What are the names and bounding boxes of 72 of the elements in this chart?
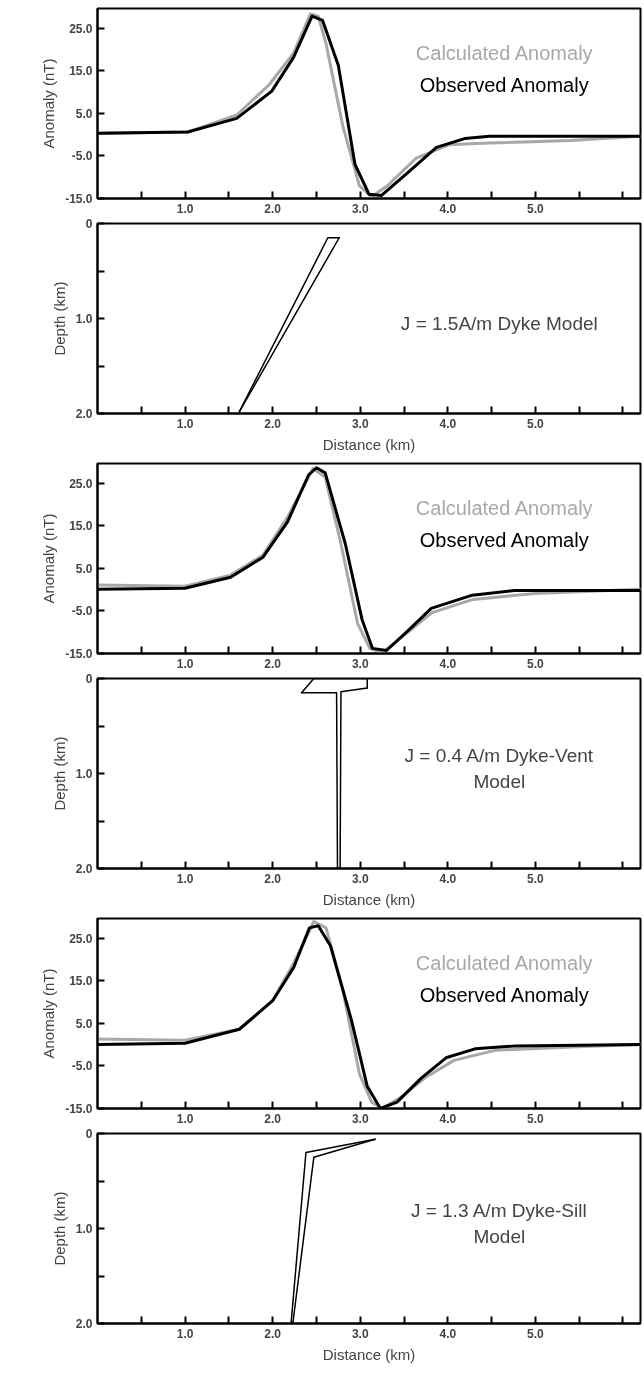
y-axis-title: Anomaly (nT) — [40, 513, 58, 604]
y-tick-label: 15.0 — [69, 974, 93, 989]
y-tick-label: -15.0 — [65, 647, 93, 661]
x-tick-label: 2.0 — [264, 656, 282, 671]
x-tick-label: 1.0 — [176, 416, 194, 431]
x-tick-label: 1.0 — [176, 201, 194, 216]
x-tick-label: 3.0 — [351, 416, 369, 431]
annotation: J = 1.3 A/m Dyke-Sill Model — [410, 1200, 587, 1247]
x-tick-label: 1.0 — [176, 871, 194, 886]
x-tick-label: 5.0 — [527, 656, 545, 671]
y-tick-label: 0 — [85, 217, 93, 231]
x-tick-label: 2.0 — [264, 1111, 282, 1126]
y-tick-label: 15.0 — [69, 519, 93, 534]
y-tick-label: 25.0 — [69, 931, 93, 946]
x-tick-label: 4.0 — [439, 1111, 457, 1126]
y-tick-label: 0 — [85, 672, 93, 686]
text: Calculated Anomaly — [415, 41, 593, 64]
x-tick-label: 5.0 — [527, 416, 545, 431]
text: Calculated Anomaly — [415, 951, 593, 974]
y-tick-label: 5.0 — [75, 561, 93, 576]
y-tick-label: 2.0 — [75, 862, 93, 876]
x-tick-label: 4.0 — [439, 1326, 457, 1341]
y-axis-title: Anomaly (nT) — [40, 58, 58, 149]
x-tick-label: 3.0 — [351, 871, 369, 886]
annotation: J = 0.4 A/m Dyke-Vent Model — [404, 745, 594, 792]
x-tick-label: 2.0 — [264, 201, 282, 216]
x-axis-title: Distance (km) — [322, 1345, 416, 1363]
y-tick-label: -15.0 — [65, 1102, 93, 1116]
x-tick-label: 5.0 — [527, 871, 545, 886]
text: Observed Anomaly — [419, 73, 589, 96]
x-axis-title: Distance (km) — [322, 890, 416, 908]
x-tick-label: 3.0 — [351, 1111, 369, 1126]
x-tick-label: 2.0 — [264, 416, 282, 431]
y-tick-label: 0 — [85, 1127, 93, 1141]
y-tick-label: 25.0 — [69, 21, 93, 36]
y-tick-label: -5.0 — [71, 149, 93, 164]
y-tick-label: 25.0 — [69, 476, 93, 491]
y-tick-label: -15.0 — [65, 192, 93, 206]
y-tick-label: 15.0 — [69, 64, 93, 79]
x-tick-label: 5.0 — [527, 201, 545, 216]
x-tick-label: 5.0 — [527, 1326, 545, 1341]
y-tick-label: 1.0 — [75, 767, 93, 781]
text: Calculated Anomaly — [415, 496, 593, 519]
x-tick-label: 1.0 — [176, 1326, 194, 1341]
series-label: Observed Anomaly — [419, 983, 589, 1006]
x-tick-label: 4.0 — [439, 416, 457, 431]
x-axis-title: Distance (km) — [322, 435, 416, 453]
y-axis-title: Anomaly (nT) — [40, 968, 58, 1059]
series-label: Observed Anomaly — [419, 528, 589, 551]
x-tick-label: 2.0 — [264, 871, 282, 886]
y-tick-label: 1.0 — [75, 1222, 93, 1236]
x-tick-label: 4.0 — [439, 656, 457, 671]
y-axis-title: Depth (km) — [50, 736, 68, 811]
x-tick-label: 1.0 — [176, 1111, 194, 1126]
x-tick-label: 1.0 — [176, 656, 194, 671]
y-tick-label: 1.0 — [75, 312, 93, 326]
x-tick-label: 3.0 — [351, 201, 369, 216]
x-tick-label: 3.0 — [351, 1326, 369, 1341]
x-tick-label: 3.0 — [351, 656, 369, 671]
y-axis-title: Depth (km) — [50, 1191, 68, 1266]
x-tick-label: 4.0 — [439, 871, 457, 886]
y-tick-label: 5.0 — [75, 106, 93, 121]
x-tick-label: 2.0 — [264, 1326, 282, 1341]
y-axis-title: Depth (km) — [50, 281, 68, 356]
annotation: J = 1.5A/m Dyke Model — [400, 313, 598, 334]
y-tick-label: 2.0 — [75, 407, 93, 421]
y-tick-label: 5.0 — [75, 1016, 93, 1031]
y-tick-label: -5.0 — [71, 1059, 93, 1074]
y-tick-label: -5.0 — [71, 604, 93, 619]
y-tick-label: 2.0 — [75, 1317, 93, 1331]
x-tick-label: 4.0 — [439, 201, 457, 216]
x-tick-label: 5.0 — [527, 1111, 545, 1126]
